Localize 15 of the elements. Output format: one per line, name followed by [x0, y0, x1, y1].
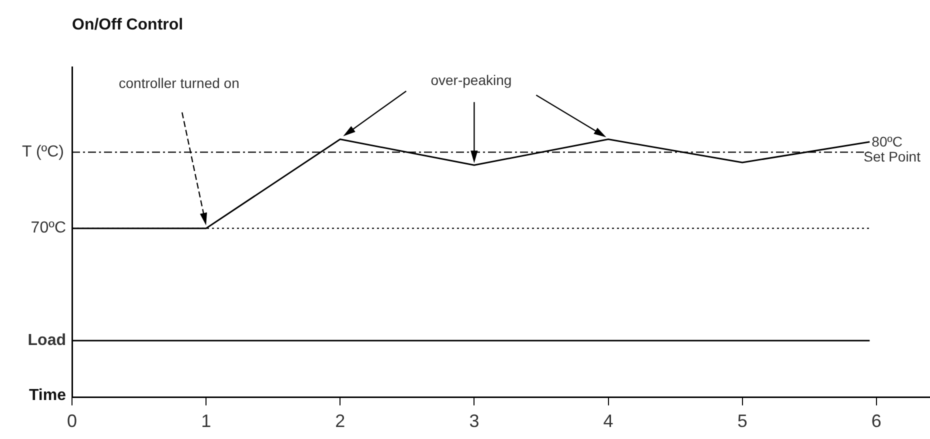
x-axis-title: Time: [28, 386, 66, 404]
ref-line-label: 70ºC: [30, 220, 66, 237]
ref-line-label: 80ºC Set Point: [864, 134, 921, 165]
x-tick-label: 5: [737, 411, 748, 432]
ref-line-label: Load: [28, 332, 66, 350]
x-tick-label: 3: [469, 411, 480, 432]
y-axis-title: T (ºC): [22, 144, 64, 161]
text: controller turned on: [118, 75, 240, 92]
x-tick-label: 1: [201, 411, 212, 432]
x-tick-label: 4: [603, 411, 614, 432]
chart-title: On/Off Control: [72, 16, 184, 34]
x-tick-label: 2: [335, 411, 346, 432]
x-tick-label: 0: [66, 411, 78, 432]
x-tick-label: 6: [871, 411, 882, 432]
text: over-peaking: [430, 72, 512, 88]
